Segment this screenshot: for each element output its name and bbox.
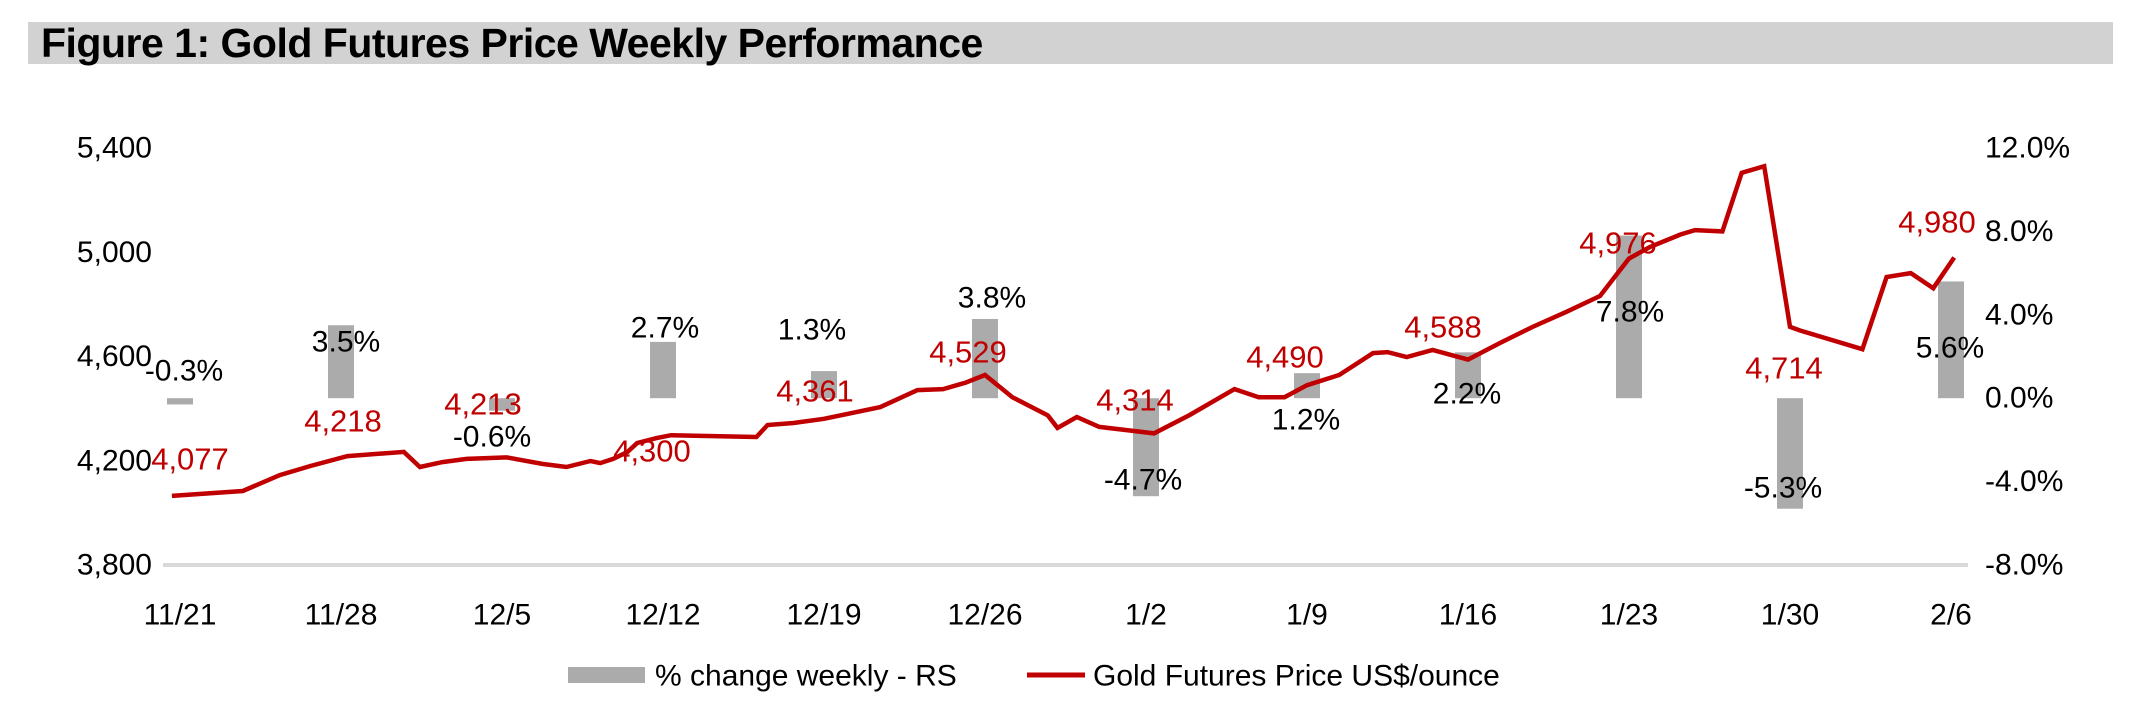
x-axis-tick: 11/21 xyxy=(144,599,217,632)
price-label: 4,588 xyxy=(1404,310,1482,345)
figure-title: Figure 1: Gold Futures Price Weekly Perf… xyxy=(41,19,983,66)
pct-change-label: 3.8% xyxy=(958,282,1026,315)
pct-change-bar xyxy=(1616,235,1642,399)
price-label: 4,300 xyxy=(613,434,691,469)
left-axis-tick: 4,200 xyxy=(77,444,152,477)
x-axis-tick: 1/30 xyxy=(1761,599,1819,632)
pct-change-label: 5.6% xyxy=(1916,332,1984,365)
pct-change-label: 3.5% xyxy=(312,326,380,359)
x-axis-tick: 2/6 xyxy=(1930,599,1972,632)
x-axis-tick: 1/2 xyxy=(1125,599,1167,632)
pct-change-bar xyxy=(1938,281,1964,399)
right-axis-tick: -4.0% xyxy=(1985,465,2063,498)
right-axis-tick: 4.0% xyxy=(1985,298,2053,331)
pct-change-label: 2.2% xyxy=(1433,378,1501,411)
right-axis-tick: -8.0% xyxy=(1985,549,2063,582)
price-label: 4,218 xyxy=(304,404,382,439)
figure-title-banner: Figure 1: Gold Futures Price Weekly Perf… xyxy=(28,19,2113,66)
legend-bar-label: % change weekly - RS xyxy=(655,660,957,693)
price-label: 4,361 xyxy=(776,374,854,409)
price-label: 4,714 xyxy=(1745,351,1823,386)
pct-change-bar xyxy=(1133,398,1159,497)
price-label: 4,490 xyxy=(1246,340,1324,375)
left-axis-tick: 3,800 xyxy=(77,549,152,582)
pct-change-label: -5.3% xyxy=(1744,472,1822,505)
x-axis-tick: 12/26 xyxy=(947,599,1022,632)
price-label: 4,980 xyxy=(1898,205,1976,240)
pct-change-bar xyxy=(1777,398,1803,509)
x-axis-tick: 11/28 xyxy=(305,599,378,632)
price-label: 4,976 xyxy=(1579,226,1657,261)
x-axis-tick: 1/23 xyxy=(1600,599,1658,632)
legend-line-label: Gold Futures Price US$/ounce xyxy=(1093,660,1500,693)
left-axis-tick: 4,600 xyxy=(77,340,152,373)
right-axis-tick: 12.0% xyxy=(1985,132,2070,165)
pct-change-label: 2.7% xyxy=(631,312,699,345)
pct-change-label: 1.2% xyxy=(1272,404,1340,437)
price-label: 4,529 xyxy=(929,335,1007,370)
pct-change-bar xyxy=(167,398,193,405)
x-axis-tick: 12/5 xyxy=(473,599,531,632)
pct-change-label: -0.3% xyxy=(145,355,223,388)
x-axis-tick: 12/19 xyxy=(786,599,861,632)
pct-change-bar xyxy=(489,398,515,411)
pct-change-label: -4.7% xyxy=(1104,464,1182,497)
pct-change-label: 7.8% xyxy=(1596,296,1664,329)
x-axis-tick: 1/16 xyxy=(1439,599,1497,632)
pct-change-bar xyxy=(650,341,676,399)
price-label: 4,077 xyxy=(151,442,229,477)
right-axis-tick: 8.0% xyxy=(1985,215,2053,248)
pct-change-bar xyxy=(972,318,998,399)
price-label: 4,314 xyxy=(1096,383,1174,418)
right-axis-tick: 0.0% xyxy=(1985,382,2053,415)
x-axis-tick: 12/12 xyxy=(625,599,700,632)
legend-bar-swatch xyxy=(568,667,645,683)
left-axis-tick: 5,000 xyxy=(77,236,152,269)
gold-price-line xyxy=(171,163,1957,499)
pct-change-label: -0.6% xyxy=(453,421,531,454)
pct-change-bar xyxy=(811,371,837,399)
pct-change-bar xyxy=(328,325,354,399)
x-axis-tick: 1/9 xyxy=(1286,599,1328,632)
left-axis-tick: 5,400 xyxy=(77,132,152,165)
price-label: 4,213 xyxy=(444,387,522,422)
pct-change-label: 1.3% xyxy=(778,314,846,347)
